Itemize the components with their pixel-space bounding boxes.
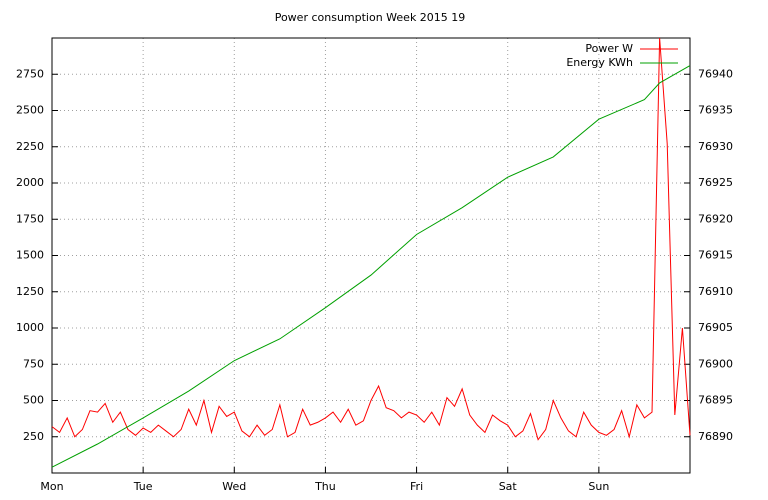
- y2-tick-label: 76905: [698, 321, 733, 334]
- y2-tick-label: 76895: [698, 394, 733, 407]
- y-tick-label: 2750: [16, 67, 44, 80]
- y2-tick-label: 76925: [698, 176, 733, 189]
- y-tick-label: 2000: [16, 176, 44, 189]
- y-tick-label: 1000: [16, 321, 44, 334]
- y2-tick-label: 76940: [698, 67, 733, 80]
- y-tick-label: 1250: [16, 285, 44, 298]
- y2-tick-label: 76930: [698, 140, 733, 153]
- x-tick-label: Fri: [410, 480, 423, 493]
- y-tick-label: 2250: [16, 140, 44, 153]
- x-tick-label: Wed: [222, 480, 246, 493]
- y2-tick-label: 76935: [698, 104, 733, 117]
- y-tick-label: 1500: [16, 249, 44, 262]
- x-tick-label: Tue: [133, 480, 153, 493]
- chart-title: Power consumption Week 2015 19: [275, 11, 466, 24]
- y2-tick-label: 76900: [698, 357, 733, 370]
- series-line: [51, 65, 691, 468]
- y2-tick-label: 76915: [698, 249, 733, 262]
- x-tick-label: Sun: [588, 480, 609, 493]
- legend-label: Energy KWh: [566, 56, 633, 69]
- y2-tick-label: 76890: [698, 430, 733, 443]
- y2-tick-label: 76910: [698, 285, 733, 298]
- y-tick-label: 500: [23, 394, 44, 407]
- y-tick-label: 2500: [16, 104, 44, 117]
- y-tick-label: 1750: [16, 212, 44, 225]
- y-tick-label: 750: [23, 357, 44, 370]
- x-tick-label: Mon: [40, 480, 63, 493]
- y-tick-label: 250: [23, 430, 44, 443]
- legend-label: Power W: [585, 42, 633, 55]
- y2-tick-label: 76920: [698, 212, 733, 225]
- series-line: [51, 37, 691, 441]
- x-tick-label: Sat: [499, 480, 518, 493]
- plot-frame: [51, 37, 691, 474]
- x-tick-label: Thu: [314, 480, 336, 493]
